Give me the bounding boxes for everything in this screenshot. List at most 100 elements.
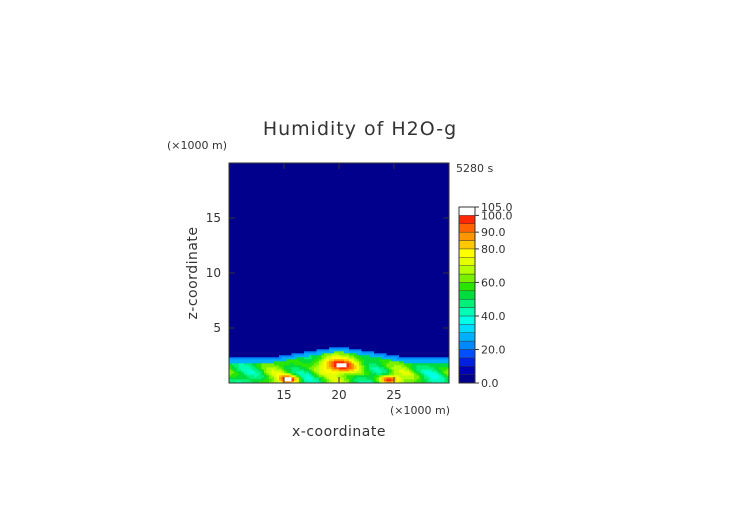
heatmap-cell: [229, 343, 232, 346]
heatmap-cell: [269, 191, 272, 194]
heatmap-cell: [274, 201, 277, 204]
heatmap-cell: [321, 349, 325, 352]
heatmap-cell: [256, 345, 260, 348]
heatmap-cell: [249, 331, 252, 334]
heatmap-cell: [269, 243, 272, 246]
heatmap-cell: [311, 169, 315, 172]
heatmap-cell: [294, 265, 297, 268]
heatmap-cell: [274, 293, 277, 296]
heatmap-cell: [324, 209, 327, 212]
heatmap-cell: [236, 277, 240, 280]
heatmap-cell: [236, 169, 240, 172]
heatmap-cell: [321, 251, 325, 254]
heatmap-cell: [239, 251, 242, 254]
heatmap-cell: [324, 323, 327, 326]
heatmap-cell: [324, 177, 327, 180]
heatmap-cell: [259, 257, 262, 260]
heatmap-cell: [266, 379, 270, 382]
heatmap-cell: [299, 213, 302, 216]
heatmap-cell: [314, 377, 317, 380]
heatmap-cell: [336, 267, 340, 270]
heatmap-cell: [311, 185, 315, 188]
heatmap-cell: [256, 251, 260, 254]
heatmap-cell: [334, 307, 337, 310]
heatmap-cell: [306, 341, 310, 344]
heatmap-cell: [329, 197, 332, 200]
heatmap-cell: [256, 195, 260, 198]
heatmap-cell: [264, 289, 267, 292]
heatmap-cell: [284, 289, 287, 292]
heatmap-cell: [329, 269, 332, 272]
heatmap-cell: [231, 251, 235, 254]
heatmap-cell: [311, 349, 315, 352]
heatmap-cell: [319, 229, 322, 232]
heatmap-cell: [321, 291, 325, 294]
heatmap-cell: [251, 191, 255, 194]
heatmap-cell: [304, 209, 307, 212]
heatmap-cell: [324, 313, 327, 316]
heatmap-cell: [249, 223, 252, 226]
heatmap-cell: [264, 349, 267, 352]
heatmap-cell: [289, 363, 292, 366]
heatmap-cell: [324, 373, 327, 376]
heatmap-cell: [339, 345, 342, 348]
heatmap-cell: [329, 243, 332, 246]
heatmap-cell: [249, 265, 252, 268]
heatmap-cell: [311, 213, 315, 216]
heatmap-cell: [321, 237, 325, 240]
heatmap-cell: [279, 323, 282, 326]
heatmap-cell: [231, 199, 235, 202]
heatmap-cell: [231, 207, 235, 210]
heatmap-cell: [239, 351, 242, 354]
heatmap-cell: [271, 195, 275, 198]
heatmap-cell: [299, 347, 302, 350]
heatmap-cell: [339, 243, 342, 246]
heatmap-cell: [286, 293, 290, 296]
heatmap-cell: [229, 351, 232, 354]
heatmap-cell: [301, 339, 305, 342]
heatmap-cell: [336, 239, 340, 242]
heatmap-cell: [309, 265, 312, 268]
heatmap-cell: [326, 173, 330, 176]
heatmap-cell: [284, 243, 287, 246]
heatmap-cell: [271, 323, 275, 326]
heatmap-cell: [319, 173, 322, 176]
heatmap-cell: [299, 201, 302, 204]
heatmap-cell: [316, 181, 320, 184]
heatmap-cell: [244, 209, 247, 212]
heatmap-cell: [279, 243, 282, 246]
heatmap-cell: [299, 199, 302, 202]
heatmap-cell: [249, 237, 252, 240]
heatmap-cell: [306, 165, 310, 168]
heatmap-cell: [314, 205, 317, 208]
heatmap-cell: [241, 361, 245, 364]
heatmap-cell: [309, 321, 312, 324]
heatmap-cell: [276, 207, 280, 210]
heatmap-cell: [291, 331, 295, 334]
heatmap-cell: [239, 189, 242, 192]
heatmap-cell: [269, 183, 272, 186]
heatmap-cell: [304, 235, 307, 238]
heatmap-cell: [231, 201, 235, 204]
heatmap-cell: [281, 333, 285, 336]
heatmap-cell: [259, 253, 262, 256]
heatmap-cell: [251, 297, 255, 300]
heatmap-cell: [296, 337, 300, 340]
heatmap-cell: [254, 313, 257, 316]
heatmap-cell: [319, 225, 322, 228]
heatmap-cell: [246, 185, 250, 188]
heatmap-cell: [256, 331, 260, 334]
heatmap-cell: [309, 195, 312, 198]
heatmap-cell: [246, 367, 250, 370]
heatmap-cell: [249, 279, 252, 282]
heatmap-cell: [309, 379, 312, 382]
heatmap-cell: [329, 347, 332, 350]
heatmap-cell: [326, 367, 330, 370]
heatmap-cell: [314, 195, 317, 198]
heatmap-cell: [329, 341, 332, 344]
heatmap-cell: [281, 281, 285, 284]
heatmap-cell: [261, 325, 265, 328]
heatmap-cell: [276, 329, 280, 332]
heatmap-cell: [269, 273, 272, 276]
heatmap-cell: [231, 365, 235, 368]
